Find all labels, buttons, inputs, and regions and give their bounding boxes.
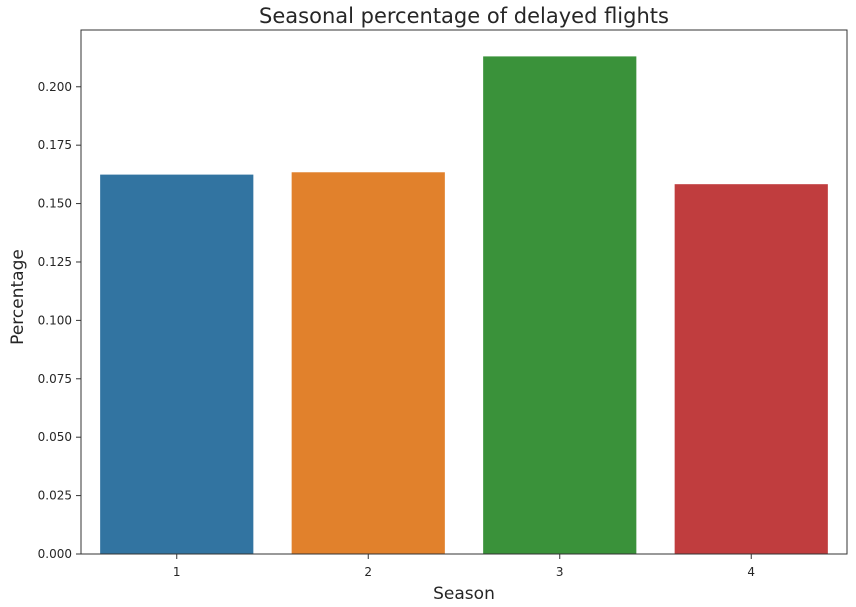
y-tick-label: 0.025 — [38, 489, 72, 503]
y-tick-label: 0.150 — [38, 197, 72, 211]
y-tick-label: 0.125 — [38, 255, 72, 269]
y-tick-label: 0.000 — [38, 547, 72, 561]
plot-frame — [80, 29, 848, 555]
x-tick-label: 3 — [556, 565, 564, 579]
bar-season-1 — [100, 174, 254, 555]
bar-season-3 — [483, 56, 637, 555]
x-tick-label: 1 — [173, 565, 181, 579]
bar-season-4 — [674, 184, 828, 555]
y-tick-label: 0.075 — [38, 372, 72, 386]
y-tick-label: 0.200 — [38, 80, 72, 94]
y-tick-label: 0.175 — [38, 138, 72, 152]
x-tick-label: 4 — [747, 565, 755, 579]
chart-title: Seasonal percentage of delayed flights — [259, 4, 669, 28]
y-tick-label: 0.050 — [38, 430, 72, 444]
x-axis-label: Season — [433, 584, 495, 604]
plot-area: 0.000 0.025 0.050 0.075 0.100 0.125 0.150 0.175… — [38, 56, 828, 579]
bar-season-2 — [291, 172, 445, 554]
y-axis-label: Percentage — [8, 249, 28, 345]
x-tick-label: 2 — [364, 565, 372, 579]
y-tick-label: 0.100 — [38, 313, 72, 327]
